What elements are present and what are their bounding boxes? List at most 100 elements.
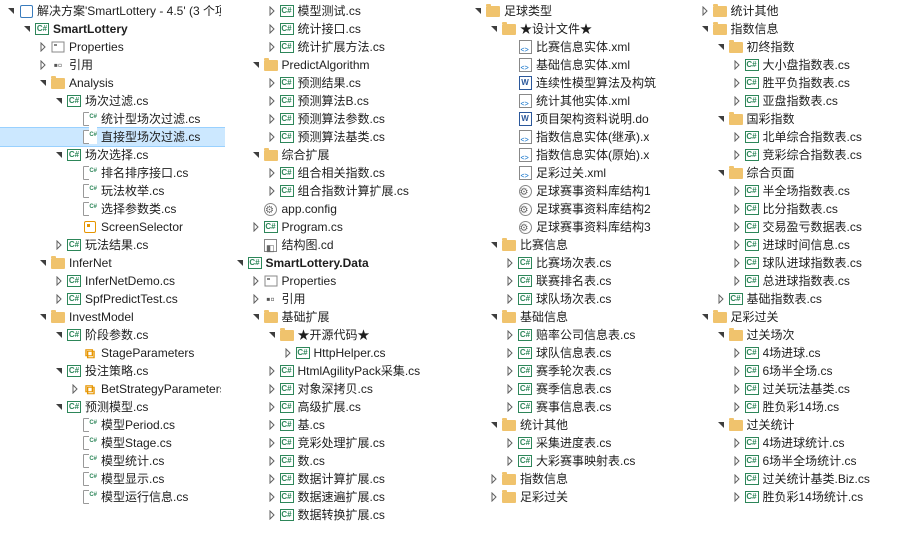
tree-node[interactable]: C#比分指数表.cs [674,200,898,218]
tree-node[interactable]: 模型显示.cs [0,470,225,488]
expand-arrow-open[interactable] [698,310,712,324]
tree-node[interactable]: C#大小盘指数表.cs [674,56,898,74]
tree-node[interactable]: C#基.cs [225,416,450,434]
tree-node[interactable]: C#组合相关指数.cs [225,164,450,182]
expand-arrow-closed[interactable] [503,274,517,288]
expand-arrow-open[interactable] [52,400,66,414]
expand-arrow-closed[interactable] [68,382,82,396]
tree-node[interactable]: C#6场半全场.cs [674,362,898,380]
tree-node[interactable]: 模型Stage.cs [0,434,225,452]
expand-arrow-closed[interactable] [730,274,744,288]
expand-arrow-open[interactable] [698,22,712,36]
tree-node[interactable]: C#半全场指数表.cs [674,182,898,200]
tree-node[interactable]: C#竞彩处理扩展.cs [225,434,450,452]
tree-node[interactable]: ⧉BetStrategyParameters [0,380,225,398]
expand-arrow-closed[interactable] [730,76,744,90]
expand-arrow-open[interactable] [487,310,501,324]
expand-arrow-closed[interactable] [52,274,66,288]
tree-node[interactable]: C#进球时间信息.cs [674,236,898,254]
tree-node[interactable]: ▪▫引用 [225,290,450,308]
expand-arrow-open[interactable] [265,328,279,342]
tree-node[interactable]: C#高级扩展.cs [225,398,450,416]
tree-node[interactable]: 国彩指数 [674,110,898,128]
tree-node[interactable]: C#北单综合指数表.cs [674,128,898,146]
tree-node[interactable]: 结构图.cd [225,236,450,254]
tree-node[interactable]: C#总进球指数表.cs [674,272,898,290]
expand-arrow-closed[interactable] [503,256,517,270]
expand-arrow-open[interactable] [714,112,728,126]
tree-node[interactable]: 综合页面 [674,164,898,182]
tree-node[interactable]: C#场次选择.cs [0,146,225,164]
expand-arrow-closed[interactable] [265,508,279,522]
expand-arrow-closed[interactable] [265,364,279,378]
tree-node[interactable]: 足彩过关 [449,488,674,506]
expand-arrow-closed[interactable] [503,364,517,378]
tree-node[interactable]: 统计其他 [674,2,898,20]
tree-node[interactable]: Analysis [0,74,225,92]
tree-node[interactable]: 解决方案'SmartLottery - 4.5' (3 个项目) [0,2,225,20]
tree-node[interactable]: C#SmartLottery.Data [225,254,450,272]
tree-node[interactable]: C#赛季轮次表.cs [449,362,674,380]
expand-arrow-closed[interactable] [503,454,517,468]
expand-arrow-open[interactable] [36,76,50,90]
tree-node[interactable]: app.config [225,200,450,218]
tree-node[interactable]: C#统计扩展方法.cs [225,38,450,56]
tree-node[interactable]: C#HtmlAgilityPack采集.cs [225,362,450,380]
tree-node[interactable]: ★设计文件★ [449,20,674,38]
tree-node[interactable]: C#赔率公司信息表.cs [449,326,674,344]
tree-node[interactable]: C#过关统计基类.Biz.cs [674,470,898,488]
tree-node[interactable]: 足彩过关.xml [449,164,674,182]
expand-arrow-closed[interactable] [503,400,517,414]
tree-node[interactable]: C#模型测试.cs [225,2,450,20]
expand-arrow-closed[interactable] [265,400,279,414]
tree-node[interactable]: 统计其他实体.xml [449,92,674,110]
expand-arrow-closed[interactable] [265,490,279,504]
expand-arrow-closed[interactable] [249,220,263,234]
tree-node[interactable]: 足球赛事资料库结构1 [449,182,674,200]
tree-node[interactable]: 比赛信息实体.xml [449,38,674,56]
expand-arrow-closed[interactable] [503,292,517,306]
expand-arrow-closed[interactable] [265,112,279,126]
tree-node[interactable]: C#交易盈亏数据表.cs [674,218,898,236]
tree-node[interactable]: 选择参数类.cs [0,200,225,218]
expand-arrow-open[interactable] [249,58,263,72]
tree-node[interactable]: C#胜平负指数表.cs [674,74,898,92]
tree-node[interactable]: 玩法枚举.cs [0,182,225,200]
expand-arrow-closed[interactable] [265,436,279,450]
tree-node[interactable]: 初终指数 [674,38,898,56]
tree-node[interactable]: 直接型场次过滤.cs [0,128,225,146]
tree-node[interactable]: C#数据计算扩展.cs [225,470,450,488]
expand-arrow-open[interactable] [52,94,66,108]
expand-arrow-open[interactable] [36,310,50,324]
tree-node[interactable]: ScreenSelector [0,218,225,236]
tree-node[interactable]: 基础扩展 [225,308,450,326]
tree-node[interactable]: C#赛事信息表.cs [449,398,674,416]
expand-arrow-closed[interactable] [730,94,744,108]
expand-arrow-closed[interactable] [730,256,744,270]
expand-arrow-open[interactable] [487,418,501,432]
expand-arrow-open[interactable] [52,148,66,162]
tree-node[interactable]: C#场次过滤.cs [0,92,225,110]
tree-node[interactable]: C#球队进球指数表.cs [674,254,898,272]
tree-node[interactable]: 统计其他 [449,416,674,434]
expand-arrow-open[interactable] [4,4,18,18]
expand-arrow-closed[interactable] [265,472,279,486]
expand-arrow-open[interactable] [714,328,728,342]
tree-node[interactable]: C#大彩赛事映射表.cs [449,452,674,470]
tree-node[interactable]: C#预测结果.cs [225,74,450,92]
tree-node[interactable]: C#比赛场次表.cs [449,254,674,272]
expand-arrow-open[interactable] [249,310,263,324]
expand-arrow-closed[interactable] [265,166,279,180]
tree-node[interactable]: C#投注策略.cs [0,362,225,380]
expand-arrow-closed[interactable] [698,4,712,18]
expand-arrow-open[interactable] [52,328,66,342]
expand-arrow-closed[interactable] [503,328,517,342]
tree-node[interactable]: 基础信息 [449,308,674,326]
tree-node[interactable]: 综合扩展 [225,146,450,164]
expand-arrow-open[interactable] [714,40,728,54]
expand-arrow-closed[interactable] [730,148,744,162]
tree-node[interactable]: C#组合指数计算扩展.cs [225,182,450,200]
tree-node[interactable]: C#Program.cs [225,218,450,236]
tree-node[interactable]: ★开源代码★ [225,326,450,344]
tree-node[interactable]: 模型统计.cs [0,452,225,470]
